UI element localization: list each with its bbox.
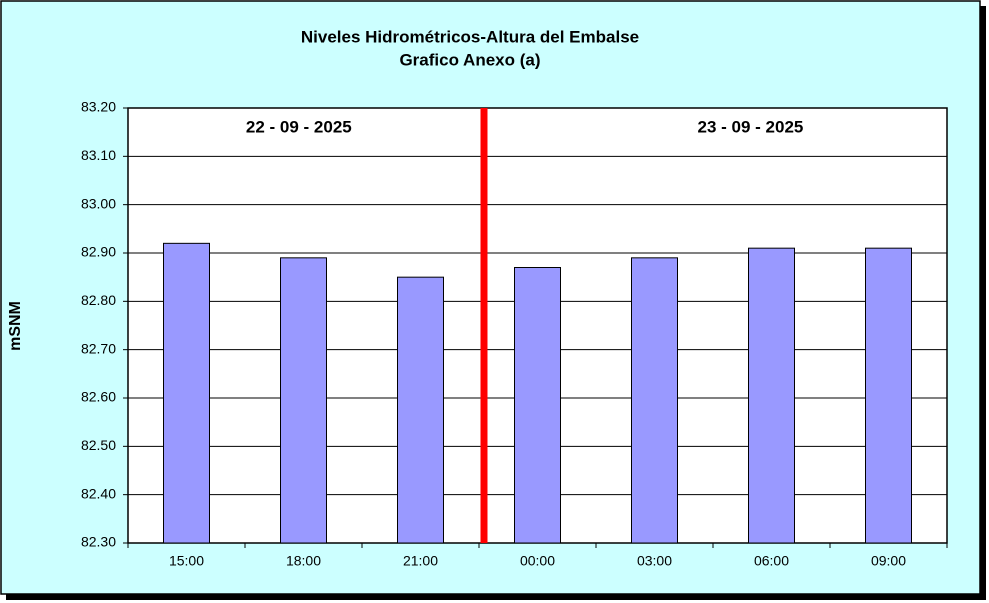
y-tick-label: 83.20 (81, 99, 116, 115)
x-tick-label: 21:00 (403, 553, 438, 569)
bar (514, 267, 561, 544)
bar (280, 257, 327, 544)
x-tick-label: 03:00 (637, 553, 672, 569)
y-tick-label: 82.60 (81, 389, 116, 405)
x-tick-label: 18:00 (286, 553, 321, 569)
bar (397, 276, 444, 544)
x-tick-label: 00:00 (520, 553, 555, 569)
chart-title: Niveles Hidrométricos-Altura del Embalse (301, 27, 639, 46)
y-tick-label: 82.80 (81, 292, 116, 308)
y-tick-label: 83.00 (81, 195, 116, 211)
y-tick-label: 83.10 (81, 147, 116, 163)
date-annotation: 23 - 09 - 2025 (698, 117, 804, 136)
x-tick-label: 06:00 (754, 553, 789, 569)
bar (865, 247, 912, 544)
y-tick-label: 82.70 (81, 340, 116, 356)
x-tick-label: 09:00 (871, 553, 906, 569)
y-tick-label: 82.30 (81, 534, 116, 550)
bar (163, 242, 210, 544)
y-tick-label: 82.90 (81, 244, 116, 260)
bar (748, 247, 795, 544)
y-axis-label: mSNM (7, 301, 24, 351)
y-tick-label: 82.40 (81, 485, 116, 501)
x-tick-label: 15:00 (169, 553, 204, 569)
y-tick-label: 82.50 (81, 437, 116, 453)
bar (631, 257, 678, 544)
chart-subtitle: Grafico Anexo (a) (399, 50, 540, 69)
date-annotation: 22 - 09 - 2025 (246, 117, 352, 136)
